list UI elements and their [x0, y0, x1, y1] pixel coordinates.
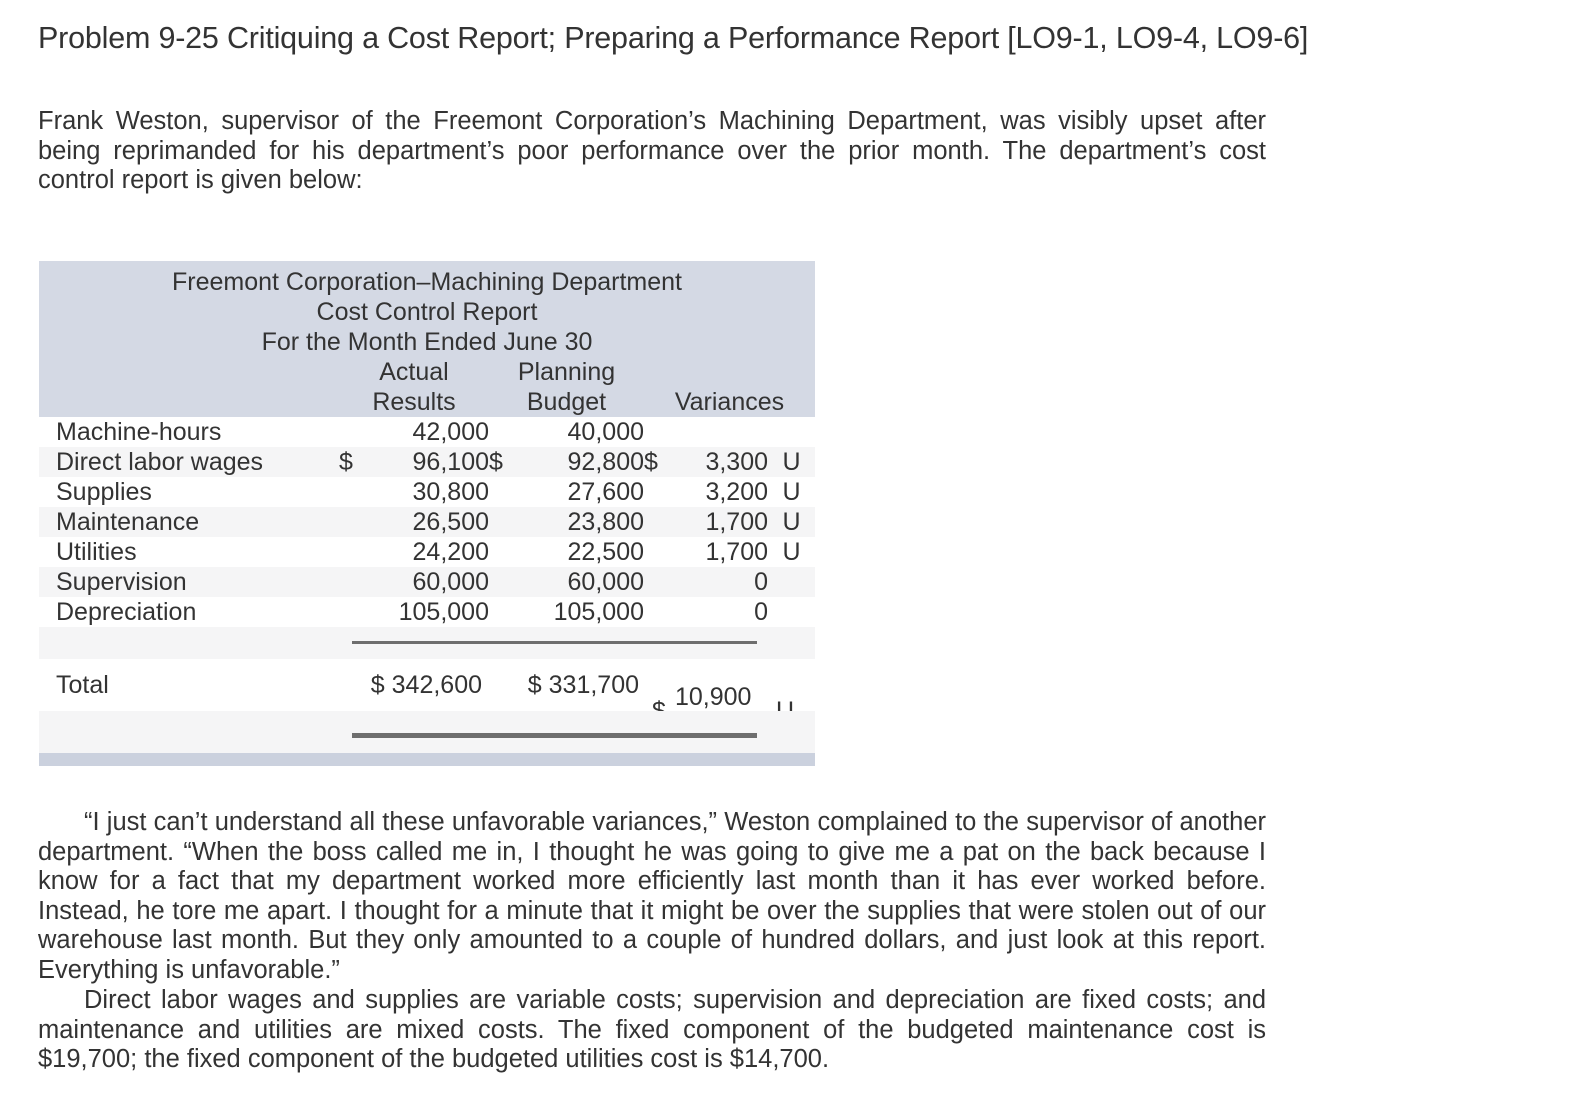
column-header-planning-line1: Planning: [517, 358, 616, 386]
budget-currency: [489, 507, 519, 537]
report-header-band: Freemont Corporation–Machining Departmen…: [39, 261, 815, 357]
report-heading-subtitle: Cost Control Report: [316, 298, 538, 326]
actual-currency: [339, 477, 366, 507]
actual-value: 60,000: [412, 568, 489, 596]
row-label: Machine-hours: [56, 418, 222, 446]
budget-currency: $: [489, 448, 503, 476]
table-row: Depreciation 105,000 105,000 0: [39, 597, 815, 627]
variance-currency: [644, 507, 672, 537]
subtotal-rule-row: [39, 627, 815, 659]
actual-currency: $: [339, 448, 353, 476]
budget-value: 60,000: [567, 568, 644, 596]
table-row: Supplies 30,800 27,600 3,200 U: [39, 477, 815, 507]
column-header-row-1: Actual Planning: [39, 357, 815, 387]
variance-value: 1,700: [705, 508, 768, 536]
column-header-variances-line1: [644, 357, 815, 387]
table-row: Utilities 24,200 22,500 1,700 U: [39, 537, 815, 567]
cost-control-report-table: Freemont Corporation–Machining Departmen…: [39, 261, 815, 766]
variance-value: [672, 417, 768, 447]
column-header-blank-2: [39, 387, 339, 417]
actual-currency: [339, 597, 366, 627]
budget-currency: [489, 597, 519, 627]
column-header-variances: Variances: [674, 388, 785, 416]
actual-value: 30,800: [412, 478, 489, 506]
table-row: Machine-hours 42,000 40,000: [39, 417, 815, 447]
actual-currency: [339, 507, 366, 537]
grand-total-rule: [352, 733, 757, 738]
budget-value: 105,000: [553, 598, 644, 626]
row-label: Supplies: [56, 478, 152, 506]
column-header-actual-line1: Actual: [379, 358, 449, 386]
column-header-results: Results: [372, 388, 456, 416]
variance-flag: U: [782, 448, 801, 476]
budget-currency: [489, 537, 519, 567]
costs-paragraph: Direct labor wages and supplies are vari…: [38, 986, 1266, 1075]
actual-value: 96,100: [412, 448, 489, 476]
actual-value: 26,500: [412, 508, 489, 536]
total-row: Total $ 342,600 $ 331,700 $ 10,900 U: [39, 659, 815, 725]
total-actual-value: $ 342,600: [370, 670, 482, 699]
report-heading-period: For the Month Ended June 30: [261, 328, 593, 356]
grand-total-rule-row: [39, 711, 815, 753]
variance-flag: U: [782, 538, 801, 566]
budget-currency: [489, 417, 519, 447]
variance-value: 3,200: [705, 478, 768, 506]
total-label: Total: [56, 670, 109, 699]
budget-currency: [489, 477, 519, 507]
column-header-blank: [39, 357, 339, 387]
budget-value: 92,800: [567, 448, 644, 476]
variance-flag: [768, 417, 815, 447]
variance-currency: [644, 537, 672, 567]
column-header-row-2: Results Budget Variances: [39, 387, 815, 417]
column-header-budget: Budget: [526, 388, 607, 416]
variance-flag: [768, 597, 815, 627]
variance-currency: [644, 567, 672, 597]
actual-currency: [339, 537, 366, 567]
actual-value: 42,000: [412, 418, 489, 446]
variance-currency: [644, 417, 672, 447]
variance-flag: U: [782, 478, 801, 506]
row-label: Supervision: [56, 568, 187, 596]
actual-value: 105,000: [398, 598, 489, 626]
total-budget-value: $ 331,700: [527, 670, 639, 699]
variance-flag: U: [782, 508, 801, 536]
page-title: Problem 9-25 Critiquing a Cost Report; P…: [38, 21, 1309, 55]
report-footer-band: [39, 753, 815, 766]
quote-paragraph: “I just can’t understand all these unfav…: [38, 808, 1266, 985]
budget-value: 22,500: [567, 538, 644, 566]
variance-flag: [768, 567, 815, 597]
intro-paragraph: Frank Weston, supervisor of the Freemont…: [38, 107, 1266, 194]
total-variance-value: 10,900: [675, 683, 752, 711]
variance-value: 0: [754, 568, 768, 596]
quote-paragraph-text: “I just can’t understand all these unfav…: [38, 808, 1266, 984]
variance-currency: [644, 477, 672, 507]
budget-value: 23,800: [567, 508, 644, 536]
row-label: Maintenance: [56, 508, 200, 536]
subtotal-rule: [352, 641, 757, 644]
variance-currency: $: [644, 448, 658, 476]
table-row: Direct labor wages $ 96,100 $ 92,800 $ 3…: [39, 447, 815, 477]
budget-value: 27,600: [567, 478, 644, 506]
budget-currency: [489, 567, 519, 597]
row-label: Direct labor wages: [56, 448, 264, 476]
variance-value: 3,300: [705, 448, 768, 476]
variance-value: 1,700: [705, 538, 768, 566]
variance-currency: [644, 597, 672, 627]
actual-value: 24,200: [412, 538, 489, 566]
table-row: Maintenance 26,500 23,800 1,700 U: [39, 507, 815, 537]
costs-paragraph-text: Direct labor wages and supplies are vari…: [38, 986, 1266, 1073]
actual-currency: [339, 417, 366, 447]
variance-value: 0: [754, 598, 768, 626]
row-label: Depreciation: [56, 598, 197, 626]
report-heading-company: Freemont Corporation–Machining Departmen…: [172, 268, 682, 296]
table-row: Supervision 60,000 60,000 0: [39, 567, 815, 597]
actual-currency: [339, 567, 366, 597]
budget-value: 40,000: [567, 418, 644, 446]
row-label: Utilities: [56, 538, 137, 566]
